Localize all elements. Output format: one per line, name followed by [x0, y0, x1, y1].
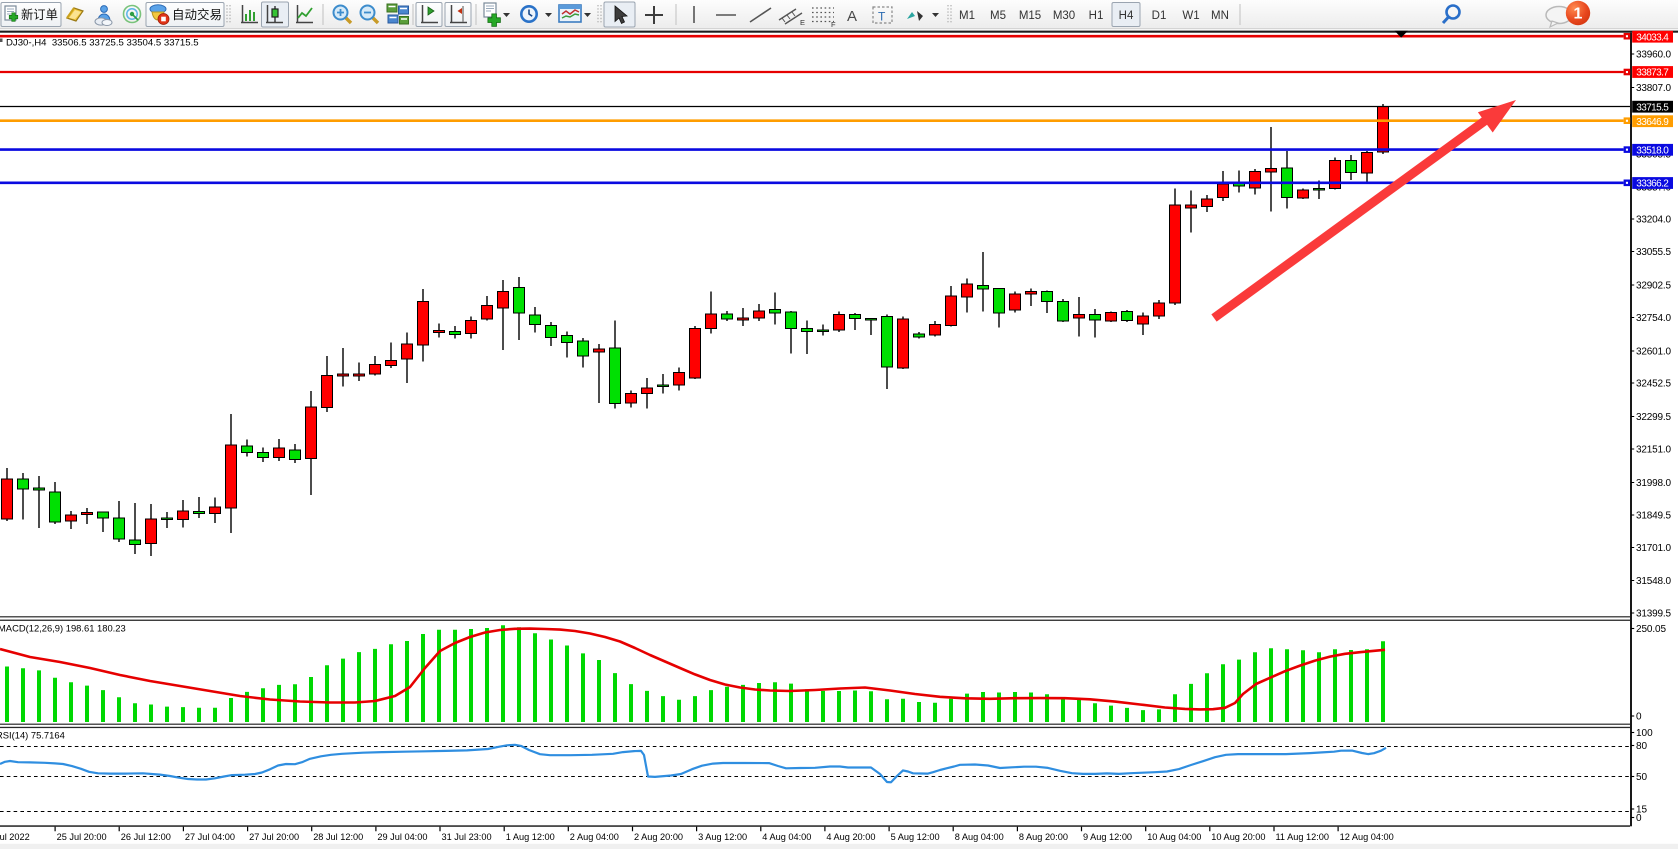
svg-text:E: E [800, 18, 805, 27]
svg-text:26 Jul 12:00: 26 Jul 12:00 [121, 832, 171, 842]
svg-text:5 Aug 12:00: 5 Aug 12:00 [891, 832, 940, 842]
svg-text:2 Aug 04:00: 2 Aug 04:00 [570, 832, 619, 842]
svg-text:250.05: 250.05 [1636, 624, 1666, 635]
svg-text:32902.5: 32902.5 [1636, 281, 1671, 292]
svg-text:31998.0: 31998.0 [1636, 478, 1671, 489]
svg-text:T: T [878, 10, 886, 24]
svg-text:31849.5: 31849.5 [1636, 511, 1671, 522]
svg-text:31399.5: 31399.5 [1636, 609, 1671, 620]
svg-text:10 Aug 04:00: 10 Aug 04:00 [1147, 832, 1201, 842]
svg-text:100: 100 [1636, 728, 1653, 739]
svg-text:MN: MN [1211, 10, 1229, 22]
svg-text:3 Aug 12:00: 3 Aug 12:00 [698, 832, 747, 842]
svg-text:25 Jul 20:00: 25 Jul 20:00 [57, 832, 107, 842]
svg-text:29 Jul 04:00: 29 Jul 04:00 [377, 832, 427, 842]
svg-text:32299.5: 32299.5 [1636, 412, 1671, 423]
svg-text:80: 80 [1636, 741, 1648, 752]
svg-text:33715.5: 33715.5 [1636, 102, 1669, 113]
svg-text:32452.5: 32452.5 [1636, 379, 1671, 390]
svg-text:33366.2: 33366.2 [1636, 179, 1669, 190]
svg-text:31548.0: 31548.0 [1636, 576, 1671, 587]
svg-text:M1: M1 [959, 10, 975, 22]
svg-text:0: 0 [1636, 813, 1642, 824]
svg-text:A: A [847, 8, 857, 25]
svg-text:27 Jul 04:00: 27 Jul 04:00 [185, 832, 235, 842]
svg-text:50: 50 [1636, 772, 1648, 783]
svg-text:12 Aug 04:00: 12 Aug 04:00 [1340, 832, 1394, 842]
svg-text:31701.0: 31701.0 [1636, 543, 1671, 554]
svg-text:28 Jul 12:00: 28 Jul 12:00 [313, 832, 363, 842]
svg-text:H1: H1 [1089, 10, 1104, 22]
svg-text:31 Jul 23:00: 31 Jul 23:00 [442, 832, 492, 842]
svg-text:11 Aug 12:00: 11 Aug 12:00 [1276, 832, 1329, 842]
svg-text:32151.0: 32151.0 [1636, 445, 1671, 456]
svg-text:DJ30-,H4 33506.5 33725.5 3350: DJ30-,H4 33506.5 33725.5 33504.5 33715.5 [6, 37, 199, 48]
svg-text:1 Aug 12:00: 1 Aug 12:00 [506, 832, 555, 842]
svg-text:34033.4: 34033.4 [1636, 32, 1669, 43]
svg-text:33960.0: 33960.0 [1636, 50, 1671, 61]
svg-text:8 Aug 04:00: 8 Aug 04:00 [955, 832, 1004, 842]
svg-text:0: 0 [1636, 712, 1642, 723]
svg-text:33807.0: 33807.0 [1636, 83, 1671, 94]
svg-text:W1: W1 [1182, 10, 1199, 22]
svg-text:15: 15 [1636, 805, 1648, 816]
svg-text:M15: M15 [1019, 10, 1041, 22]
svg-text:RSI(14) 75.7164: RSI(14) 75.7164 [0, 730, 65, 741]
svg-text:10 Aug 20:00: 10 Aug 20:00 [1211, 832, 1265, 842]
svg-text:H4: H4 [1119, 10, 1134, 22]
svg-text:33055.5: 33055.5 [1636, 247, 1671, 258]
svg-text:4 Aug 04:00: 4 Aug 04:00 [762, 832, 811, 842]
svg-text:32601.0: 32601.0 [1636, 347, 1671, 358]
svg-text:MACD(12,26,9) 198.61 180.23: MACD(12,26,9) 198.61 180.23 [0, 622, 126, 633]
svg-text:33873.7: 33873.7 [1636, 68, 1669, 79]
svg-text:4 Aug 20:00: 4 Aug 20:00 [826, 832, 875, 842]
svg-text:33646.9: 33646.9 [1636, 117, 1669, 128]
svg-text:新订单: 新订单 [21, 7, 58, 22]
svg-text:27 Jul 20:00: 27 Jul 20:00 [249, 832, 299, 842]
svg-text:8 Aug 20:00: 8 Aug 20:00 [1019, 832, 1068, 842]
svg-text:33204.0: 33204.0 [1636, 215, 1671, 226]
svg-text:9 Aug 12:00: 9 Aug 12:00 [1083, 832, 1132, 842]
svg-text:M5: M5 [990, 10, 1006, 22]
svg-text:Jul 2022: Jul 2022 [0, 832, 30, 842]
svg-text:F: F [831, 20, 836, 29]
svg-text:33518.0: 33518.0 [1636, 146, 1669, 157]
svg-text:自动交易: 自动交易 [172, 7, 222, 22]
svg-text:32754.0: 32754.0 [1636, 313, 1671, 324]
svg-text:1: 1 [1574, 6, 1583, 23]
svg-text:2 Aug 20:00: 2 Aug 20:00 [634, 832, 683, 842]
svg-text:M30: M30 [1053, 10, 1075, 22]
svg-text:D1: D1 [1152, 10, 1167, 22]
